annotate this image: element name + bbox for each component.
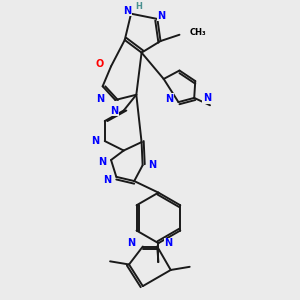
Text: O: O (95, 59, 104, 69)
Text: N: N (123, 5, 131, 16)
Text: N: N (103, 175, 111, 185)
Text: N: N (110, 106, 118, 116)
Text: H: H (135, 2, 142, 11)
Text: CH₃: CH₃ (190, 28, 207, 37)
Text: N: N (127, 238, 135, 248)
Text: N: N (148, 160, 156, 170)
Text: N: N (91, 136, 100, 146)
Text: N: N (98, 157, 106, 167)
Text: N: N (165, 94, 173, 104)
Text: N: N (158, 11, 166, 21)
Text: N: N (165, 238, 173, 248)
Text: N: N (202, 93, 211, 103)
Text: N: N (97, 94, 105, 104)
